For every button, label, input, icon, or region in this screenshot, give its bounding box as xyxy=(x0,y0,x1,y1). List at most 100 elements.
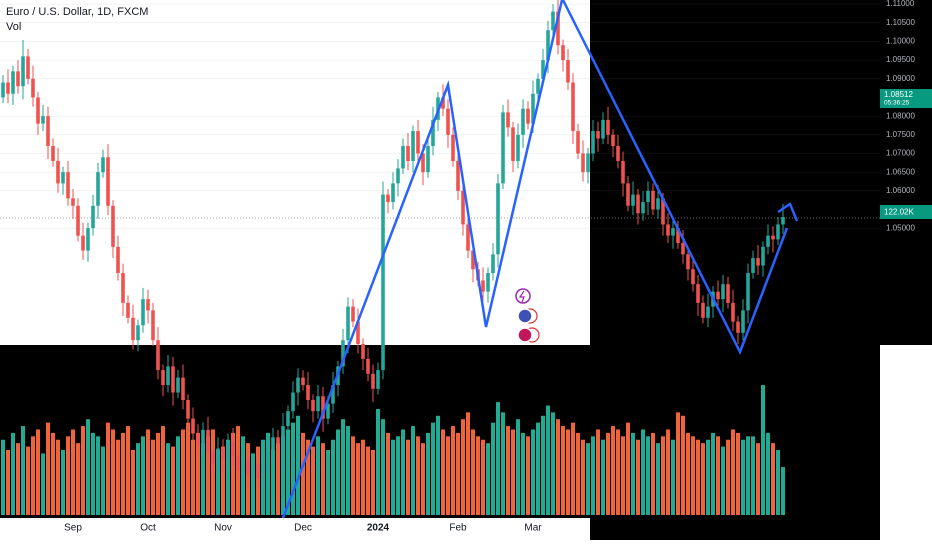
event-icon xyxy=(515,288,531,304)
volume-bar xyxy=(611,426,615,515)
candle-body xyxy=(81,235,85,251)
volume-bar xyxy=(591,436,595,515)
volume-bar xyxy=(746,436,750,515)
candle-body xyxy=(486,272,490,292)
candle-body xyxy=(206,429,210,453)
candle-body xyxy=(641,202,645,214)
volume-bar xyxy=(196,432,200,515)
candle-body xyxy=(16,71,20,87)
volume-bar xyxy=(336,429,340,515)
candle-body xyxy=(151,310,155,341)
volume-bar xyxy=(541,415,545,515)
candle-body xyxy=(546,30,550,61)
volume-bar xyxy=(16,443,20,515)
volume-bar xyxy=(376,408,380,515)
volume-bar xyxy=(141,436,145,515)
volume-bar xyxy=(696,439,700,515)
candle-body xyxy=(696,284,700,303)
candle-body xyxy=(351,306,355,322)
candle-body xyxy=(571,82,575,132)
volume-bar xyxy=(576,432,580,515)
volume-bar xyxy=(341,419,345,515)
candle-body xyxy=(536,78,540,94)
candle-body xyxy=(511,127,515,161)
volume-bar xyxy=(121,432,125,515)
volume-bar xyxy=(86,419,90,515)
x-tick-label: Nov xyxy=(214,523,232,534)
volume-bar xyxy=(346,426,350,515)
y-tick-label: 1.06000 xyxy=(886,186,915,195)
volume-bar xyxy=(681,415,685,515)
candle-body xyxy=(51,146,55,161)
y-tick-label: 1.10000 xyxy=(886,37,915,46)
candle-body xyxy=(96,172,100,206)
candle-body xyxy=(136,325,140,341)
volume-bar xyxy=(536,422,540,515)
volume-bar xyxy=(731,429,735,515)
candle-body xyxy=(246,459,250,475)
candle-body xyxy=(701,302,705,318)
volume-bar xyxy=(706,439,710,515)
y-tick-label: 1.10500 xyxy=(886,18,915,27)
volume-bar xyxy=(596,429,600,515)
volume-label: 122.02K xyxy=(884,208,914,217)
candle-body xyxy=(661,198,665,225)
candle-body xyxy=(31,78,35,98)
event-icon xyxy=(517,327,533,343)
volume-bar xyxy=(471,429,475,515)
candle-body xyxy=(116,246,120,273)
volume-bar xyxy=(421,443,425,515)
candle-body xyxy=(681,243,685,255)
candle-body xyxy=(606,119,610,135)
candle-body xyxy=(301,377,305,386)
candle-body xyxy=(396,168,400,184)
candle-body xyxy=(156,340,160,371)
volume-bar xyxy=(356,443,360,515)
x-tick-label: Mar xyxy=(524,523,542,534)
y-tick-label: 1.09500 xyxy=(886,55,915,64)
volume-bar xyxy=(386,432,390,515)
volume-bar xyxy=(41,453,45,515)
pattern-arrow xyxy=(777,202,799,222)
volume-bar xyxy=(271,450,275,515)
candles xyxy=(1,0,785,490)
candle-body xyxy=(371,373,375,389)
candle-body xyxy=(431,119,435,147)
candle-body xyxy=(631,194,635,206)
volume-bar xyxy=(586,443,590,515)
candle-body xyxy=(391,183,395,203)
candle-body xyxy=(46,116,50,147)
volume-bar xyxy=(716,436,720,515)
candle-body xyxy=(1,82,5,98)
volume-bar xyxy=(326,450,330,515)
volume-bar xyxy=(436,415,440,515)
event-icon xyxy=(517,308,533,324)
candle-body xyxy=(766,235,770,247)
candle-body xyxy=(241,459,245,471)
volume-bar xyxy=(201,443,205,515)
candle-body xyxy=(636,194,640,214)
candle-body xyxy=(621,160,625,184)
volume-bar xyxy=(76,443,80,515)
y-tick-label: 1.06500 xyxy=(886,167,915,176)
volume-bar xyxy=(561,426,565,515)
price-axis: 1.11000 1.10500 1.10000 1.09500 1.09000 1.080… xyxy=(880,0,932,232)
candle-body xyxy=(686,254,690,270)
candle-body xyxy=(171,366,175,393)
volume-bar xyxy=(331,439,335,515)
volume-bar xyxy=(601,439,605,515)
volume-bar xyxy=(26,446,30,515)
countdown-label: 05:36:25 xyxy=(884,100,910,107)
volume-bar xyxy=(546,405,550,515)
volume-bar xyxy=(31,436,35,515)
volume-bar xyxy=(481,439,485,515)
volume-bar xyxy=(231,432,235,515)
volume-bar xyxy=(401,429,405,515)
candle-body xyxy=(566,60,570,83)
volume-bar xyxy=(551,412,555,515)
volume-bar xyxy=(656,443,660,515)
volume-bar xyxy=(111,429,115,515)
candle-body xyxy=(616,146,620,161)
candle-body xyxy=(781,216,785,225)
chart-title: Euro / U.S. Dollar, 1D, FXCM xyxy=(6,6,148,18)
